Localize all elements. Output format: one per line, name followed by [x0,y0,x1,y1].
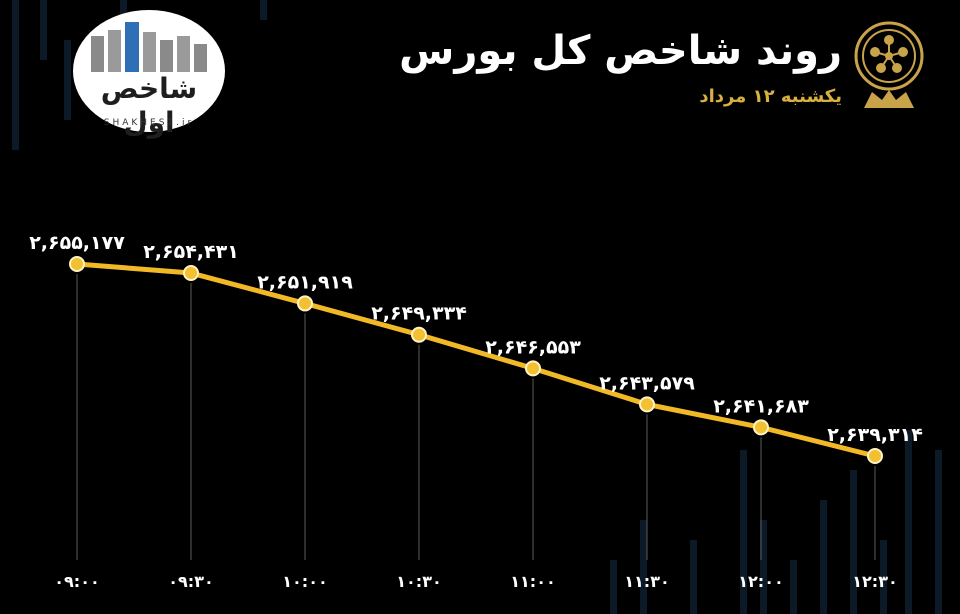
background-bar [64,40,71,120]
x-tick-label: ۱۱:۳۰ [624,572,669,591]
data-label: ۲,۶۵۱,۹۱۹ [257,271,353,293]
background-bar [820,500,827,614]
data-label: ۲,۶۴۱,۶۸۳ [713,395,809,417]
stock-exchange-emblem-icon [854,21,924,108]
data-point [297,295,313,312]
data-point [183,265,199,282]
logo-text: شاخص اول [100,72,198,139]
logo-domain: SHAKHES1.ir [103,118,195,128]
x-tick-label: ۱۰:۰۰ [282,572,327,591]
logo-bars-icon [91,22,207,72]
background-bar [760,520,767,614]
background-bar [790,560,797,614]
page-subtitle: یکشنبه ۱۲ مرداد [699,86,842,107]
data-point [639,396,655,413]
data-label: ۲,۶۴۶,۵۵۳ [485,336,581,358]
data-point [867,448,883,464]
page-title: روند شاخص کل بورس [399,28,842,74]
background-bar [880,540,887,614]
x-tick-label: ۱۰:۳۰ [396,572,441,591]
data-label: ۲,۶۵۵,۱۷۷ [29,232,125,254]
background-bar [935,450,942,614]
data-point [753,419,769,436]
background-bar [260,0,267,20]
background-bar [610,560,617,614]
data-point [525,360,541,377]
x-tick-label: ۰۹:۳۰ [168,572,213,591]
data-label: ۲,۶۴۳,۵۷۹ [599,372,695,394]
data-label: ۲,۶۳۹,۳۱۴ [827,424,923,446]
background-bar [690,540,697,614]
background-bar [905,430,912,614]
x-tick-label: ۱۱:۰۰ [510,572,555,591]
x-tick-label: ۰۹:۰۰ [54,572,99,591]
background-bar [40,0,47,60]
data-point [69,256,85,272]
background-bar [12,0,19,150]
data-label: ۲,۶۴۹,۳۳۴ [371,303,467,325]
shakhes-logo: شاخص اول SHAKHES1.ir [73,10,225,139]
x-tick-label: ۱۲:۳۰ [852,572,897,591]
x-tick-label: ۱۲:۰۰ [738,572,783,591]
background-bar [740,450,747,614]
background-bar [850,470,857,614]
background-bar [640,520,647,614]
data-point [411,326,427,343]
series-line [74,261,878,459]
data-label: ۲,۶۵۴,۴۳۱ [143,241,239,263]
